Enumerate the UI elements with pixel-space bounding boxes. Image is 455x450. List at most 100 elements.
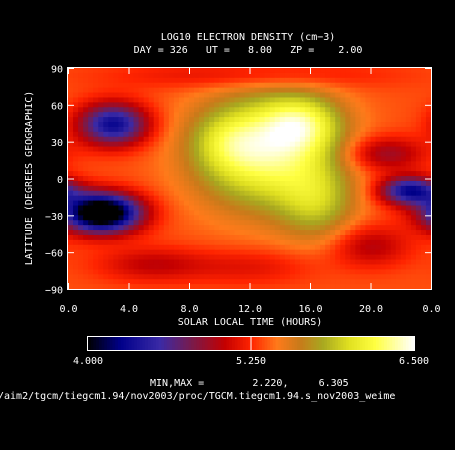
heatmap-cell bbox=[189, 141, 195, 148]
heatmap-cell bbox=[138, 259, 145, 266]
heatmap-cell bbox=[199, 107, 205, 113]
heatmap-cell bbox=[113, 156, 120, 162]
heatmap-cell bbox=[360, 82, 367, 89]
heatmap-cell bbox=[390, 205, 397, 212]
heatmap-cell bbox=[108, 259, 114, 266]
heatmap-cell bbox=[68, 136, 74, 143]
heatmap-cell bbox=[279, 239, 286, 246]
heatmap-cell bbox=[153, 220, 160, 226]
heatmap-cell bbox=[284, 92, 291, 99]
heatmap-cell bbox=[98, 234, 104, 241]
heatmap-cell bbox=[214, 249, 220, 256]
heatmap-cell bbox=[330, 171, 336, 177]
heatmap-cell bbox=[320, 126, 326, 133]
heatmap-cell bbox=[385, 230, 392, 236]
heatmap-cell bbox=[294, 269, 301, 275]
heatmap-cell bbox=[350, 117, 356, 123]
heatmap-cell bbox=[355, 215, 362, 221]
heatmap-cell bbox=[199, 102, 205, 108]
heatmap-cell bbox=[224, 190, 230, 197]
heatmap-cell bbox=[229, 205, 235, 212]
heatmap-cell bbox=[254, 151, 261, 157]
heatmap-cell bbox=[194, 72, 200, 79]
heatmap-cell bbox=[340, 264, 346, 270]
heatmap-cell bbox=[320, 176, 326, 182]
colorbar-swatch bbox=[408, 337, 412, 350]
heatmap-cell bbox=[350, 141, 356, 148]
heatmap-cell bbox=[375, 131, 382, 138]
heatmap-cell bbox=[284, 200, 291, 207]
heatmap-cell bbox=[244, 72, 251, 79]
heatmap-cell bbox=[415, 195, 422, 202]
heatmap-cell bbox=[289, 171, 296, 177]
heatmap-cell bbox=[284, 126, 291, 133]
heatmap-cell bbox=[219, 234, 225, 241]
heatmap-cell bbox=[158, 205, 165, 212]
heatmap-cell bbox=[229, 190, 235, 197]
heatmap-cell bbox=[163, 146, 170, 153]
heatmap-cell bbox=[310, 87, 316, 94]
heatmap-cell bbox=[209, 146, 215, 153]
heatmap-cell bbox=[118, 230, 125, 236]
heatmap-cell bbox=[214, 220, 220, 226]
heatmap-cell bbox=[415, 180, 422, 187]
heatmap-cell bbox=[93, 176, 99, 182]
heatmap-cell bbox=[158, 131, 165, 138]
heatmap-cell bbox=[269, 82, 276, 89]
heatmap-cell bbox=[224, 259, 230, 266]
heatmap-cell bbox=[143, 254, 150, 261]
heatmap-cell bbox=[199, 151, 205, 157]
heatmap-cell bbox=[274, 284, 281, 290]
heatmap-cell bbox=[78, 156, 84, 162]
heatmap-cell bbox=[365, 259, 372, 266]
heatmap-cell bbox=[189, 254, 195, 261]
heatmap-cell bbox=[390, 161, 397, 167]
heatmap-cell bbox=[299, 210, 306, 216]
heatmap-cell bbox=[83, 77, 89, 84]
heatmap-cell bbox=[380, 269, 387, 275]
heatmap-cell bbox=[254, 176, 261, 182]
heatmap-cell bbox=[234, 239, 241, 246]
heatmap-cell bbox=[128, 161, 135, 167]
heatmap-cell bbox=[249, 107, 256, 113]
heatmap-cell bbox=[249, 156, 256, 162]
heatmap-cell bbox=[274, 185, 281, 192]
heatmap-cell bbox=[375, 190, 382, 197]
heatmap-cell bbox=[365, 171, 372, 177]
heatmap-cell bbox=[284, 230, 291, 236]
heatmap-cell bbox=[279, 190, 286, 197]
colorbar-swatch bbox=[93, 337, 97, 350]
heatmap-cell bbox=[345, 82, 351, 89]
heatmap-cell bbox=[395, 234, 402, 241]
heatmap-cell bbox=[410, 136, 417, 143]
heatmap-cell bbox=[163, 269, 170, 275]
heatmap-cell bbox=[380, 122, 387, 128]
heatmap-cell bbox=[425, 205, 432, 212]
heatmap-cell bbox=[183, 215, 190, 221]
heatmap-cell bbox=[108, 220, 114, 226]
heatmap-cell bbox=[420, 210, 427, 216]
heatmap-cell bbox=[189, 107, 195, 113]
heatmap-cell bbox=[199, 112, 205, 118]
heatmap-cell bbox=[183, 97, 190, 103]
heatmap-cell bbox=[289, 215, 296, 221]
heatmap-cell bbox=[214, 156, 220, 162]
heatmap-cell bbox=[249, 117, 256, 123]
heatmap-cell bbox=[385, 210, 392, 216]
heatmap-cell bbox=[219, 200, 225, 207]
heatmap-cell bbox=[178, 239, 185, 246]
heatmap-cell bbox=[420, 190, 427, 197]
heatmap-cell bbox=[345, 72, 351, 79]
heatmap-cell bbox=[289, 210, 296, 216]
heatmap-cell bbox=[315, 126, 321, 133]
heatmap-cell bbox=[93, 264, 99, 270]
colorbar-swatch bbox=[346, 337, 350, 350]
heatmap-cell bbox=[103, 249, 109, 256]
heatmap-cell bbox=[204, 141, 210, 148]
heatmap-cell bbox=[304, 274, 311, 280]
heatmap-cell bbox=[315, 210, 321, 216]
heatmap-cell bbox=[83, 279, 89, 285]
heatmap-cell bbox=[128, 210, 135, 216]
heatmap-cell bbox=[103, 215, 109, 221]
heatmap-cell bbox=[350, 126, 356, 133]
